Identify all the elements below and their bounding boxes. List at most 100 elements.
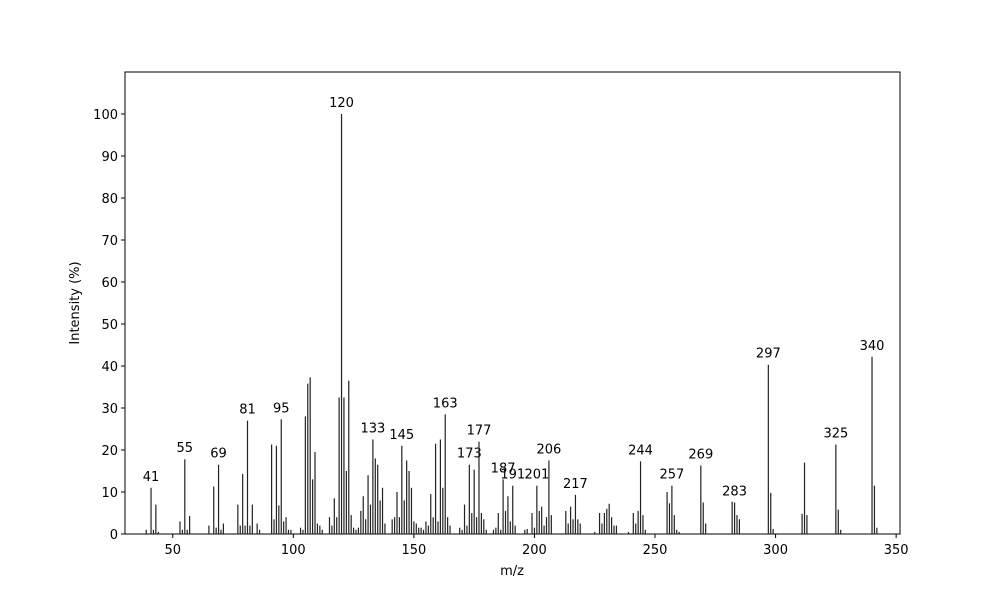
peak-label: 297 bbox=[756, 347, 781, 362]
peak bbox=[150, 487, 152, 534]
peak bbox=[189, 515, 191, 534]
peak bbox=[548, 460, 550, 534]
peak bbox=[434, 443, 437, 534]
peak bbox=[545, 517, 548, 534]
peak bbox=[278, 505, 280, 534]
peak-label: 95 bbox=[273, 401, 290, 416]
peak bbox=[531, 513, 533, 534]
peak bbox=[299, 527, 302, 534]
peak bbox=[244, 525, 246, 534]
peak bbox=[408, 471, 410, 534]
peak-label: 217 bbox=[563, 477, 588, 492]
peak bbox=[770, 492, 772, 534]
peak-label: 340 bbox=[860, 339, 885, 354]
peak bbox=[642, 515, 644, 534]
peak bbox=[606, 508, 608, 534]
peak bbox=[550, 515, 552, 534]
peak-label: 120 bbox=[329, 96, 354, 111]
peak bbox=[340, 114, 343, 534]
peak bbox=[533, 527, 536, 534]
peak bbox=[447, 517, 449, 534]
peak bbox=[384, 523, 386, 534]
peak bbox=[671, 485, 673, 534]
peak-label: 191 bbox=[500, 468, 525, 483]
peak bbox=[186, 529, 188, 534]
y-axis-label: Intensity (%) bbox=[68, 261, 83, 344]
peak bbox=[377, 464, 379, 534]
peak bbox=[497, 513, 499, 534]
peak bbox=[179, 521, 181, 534]
peak bbox=[328, 517, 331, 534]
peak-label: 206 bbox=[536, 443, 561, 458]
peak bbox=[466, 525, 468, 534]
peak bbox=[733, 502, 736, 534]
peak bbox=[430, 494, 432, 534]
peak bbox=[396, 492, 398, 534]
peak bbox=[427, 525, 429, 534]
peak bbox=[336, 517, 338, 534]
peak bbox=[343, 397, 345, 534]
peak bbox=[406, 460, 408, 534]
peak bbox=[372, 439, 374, 534]
peak bbox=[360, 510, 362, 534]
peak bbox=[215, 527, 217, 534]
peak bbox=[526, 528, 528, 534]
peak bbox=[249, 525, 251, 534]
peak bbox=[338, 397, 340, 534]
peak bbox=[574, 494, 577, 534]
y-tick-label: 70 bbox=[101, 234, 118, 249]
peak-label: 244 bbox=[628, 443, 653, 458]
x-tick-label: 150 bbox=[401, 543, 426, 558]
y-tick-label: 20 bbox=[101, 444, 118, 459]
peak bbox=[598, 513, 601, 534]
peak bbox=[495, 527, 497, 534]
peak bbox=[362, 496, 364, 534]
peak bbox=[333, 498, 335, 534]
peak bbox=[731, 501, 733, 534]
peak bbox=[155, 504, 157, 534]
peak bbox=[577, 519, 579, 534]
peak bbox=[873, 485, 876, 534]
peak bbox=[437, 521, 439, 534]
peak-label: 173 bbox=[457, 447, 482, 462]
peak bbox=[772, 528, 774, 534]
peak bbox=[644, 529, 646, 534]
x-tick-label: 50 bbox=[164, 543, 181, 558]
peak bbox=[524, 529, 526, 534]
peak-label: 283 bbox=[722, 485, 747, 500]
peak bbox=[312, 479, 314, 534]
peak bbox=[603, 513, 605, 534]
peak bbox=[514, 525, 516, 534]
peak bbox=[738, 519, 741, 534]
peak bbox=[415, 523, 417, 534]
peak bbox=[767, 364, 769, 534]
peak bbox=[601, 523, 603, 534]
x-tick-label: 100 bbox=[281, 543, 306, 558]
peak bbox=[471, 513, 473, 534]
peak bbox=[316, 523, 319, 534]
peak bbox=[307, 383, 309, 534]
peak bbox=[152, 529, 155, 534]
peak-label: 201 bbox=[524, 468, 549, 483]
peak bbox=[246, 420, 249, 534]
peak bbox=[468, 464, 470, 534]
x-tick-label: 300 bbox=[763, 543, 788, 558]
peak bbox=[702, 502, 704, 534]
y-tick-label: 60 bbox=[101, 276, 118, 291]
peak bbox=[280, 419, 282, 534]
peak bbox=[666, 492, 668, 534]
peak bbox=[432, 517, 434, 534]
peak bbox=[840, 529, 842, 534]
peak bbox=[442, 487, 444, 534]
peak bbox=[381, 487, 384, 534]
peak bbox=[444, 414, 446, 534]
peak bbox=[439, 439, 442, 534]
peak bbox=[611, 517, 613, 534]
peak bbox=[570, 506, 572, 534]
peak bbox=[275, 445, 278, 534]
peak bbox=[502, 479, 504, 534]
peak bbox=[483, 519, 485, 534]
peak bbox=[705, 523, 707, 534]
peak bbox=[613, 525, 615, 534]
